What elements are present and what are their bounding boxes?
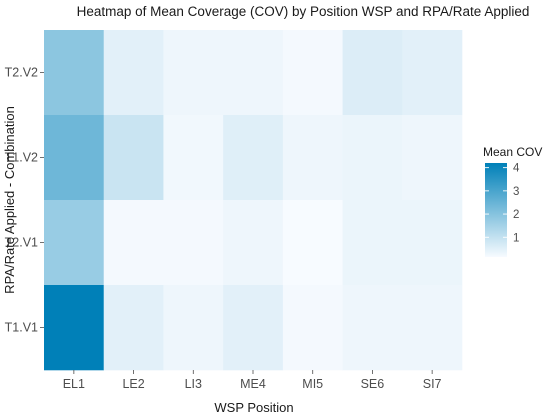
heatmap-cell-T2.V1-EL1: [44, 200, 105, 286]
heatmap-cell-T1.V2-LE2: [103, 115, 164, 201]
chart-title: Heatmap of Mean Coverage (COV) by Positi…: [77, 4, 530, 19]
legend-tick-label-1: 1: [513, 232, 519, 244]
heatmap-cell-T1.V1-SE6: [342, 285, 403, 371]
x-tick-label-MI5: MI5: [302, 377, 323, 391]
heatmap-cell-T2.V1-SI7: [402, 200, 463, 286]
legend-tick-label-2: 2: [513, 209, 519, 221]
heatmap-cell-T2.V2-SI7: [402, 30, 463, 116]
heatmap-cell-T2.V2-SE6: [342, 30, 403, 116]
heatmap-cell-T1.V2-MI5: [282, 115, 343, 201]
y-tick-label-T1.V2: T1.V2: [5, 151, 38, 165]
heatmap-cell-T2.V2-LI3: [163, 30, 224, 116]
legend-colorbar: [485, 163, 507, 257]
y-axis-title: RPA/Rate Applied - Combination: [2, 106, 17, 294]
y-tick-label-T1.V1: T1.V1: [5, 321, 38, 335]
heatmap-cell-T1.V1-SI7: [402, 285, 463, 371]
heatmap-cell-T1.V1-LE2: [103, 285, 164, 371]
x-tick-label-LE2: LE2: [122, 377, 144, 391]
y-tick-label-T2.V2: T2.V2: [5, 66, 38, 80]
heatmap-cell-T2.V1-SE6: [342, 200, 403, 286]
x-tick-label-ME4: ME4: [240, 377, 266, 391]
x-tick-label-SI7: SI7: [423, 377, 442, 391]
heatmap-cell-T2.V2-LE2: [103, 30, 164, 116]
heatmap-cell-T1.V1-ME4: [223, 285, 284, 371]
y-axis-ticks: T2.V2 T1.V2 T2.V1 T1.V1: [5, 66, 44, 335]
heatmap-cell-T1.V2-EL1: [44, 115, 105, 201]
color-legend: Mean COV 1 2 3 4: [483, 145, 542, 257]
heatmap-cell-T1.V1-MI5: [282, 285, 343, 371]
y-tick-label-T2.V1: T2.V1: [5, 236, 38, 250]
x-tick-label-EL1: EL1: [63, 377, 85, 391]
x-axis-ticks: EL1 LE2 LI3 ME4 MI5 SE6 SI7: [63, 370, 442, 391]
heatmap-cell-T2.V2-EL1: [44, 30, 105, 116]
heatmap-cell-T1.V2-LI3: [163, 115, 224, 201]
heatmap-cell-T2.V2-ME4: [223, 30, 284, 116]
legend-tick-label-3: 3: [513, 186, 519, 198]
heatmap-cell-T2.V1-LI3: [163, 200, 224, 286]
x-axis-title: WSP Position: [214, 400, 293, 415]
x-tick-label-LI3: LI3: [185, 377, 202, 391]
x-tick-label-SE6: SE6: [361, 377, 385, 391]
heatmap-cell-T2.V2-MI5: [282, 30, 343, 116]
heatmap-cell-T1.V2-SE6: [342, 115, 403, 201]
heatmap-cell-T1.V1-LI3: [163, 285, 224, 371]
heatmap-cell-T2.V1-LE2: [103, 200, 164, 286]
legend-ticks: 1 2 3 4: [485, 163, 520, 244]
heatmap-cell-T1.V2-SI7: [402, 115, 463, 201]
heatmap-cell-T1.V1-EL1: [44, 285, 105, 371]
heatmap-cell-T2.V1-ME4: [223, 200, 284, 286]
heatmap-cells: [44, 30, 463, 371]
legend-title: Mean COV: [483, 145, 542, 159]
heatmap-cell-T1.V2-ME4: [223, 115, 284, 201]
legend-tick-label-4: 4: [513, 163, 520, 175]
heatmap-cell-T2.V1-MI5: [282, 200, 343, 286]
